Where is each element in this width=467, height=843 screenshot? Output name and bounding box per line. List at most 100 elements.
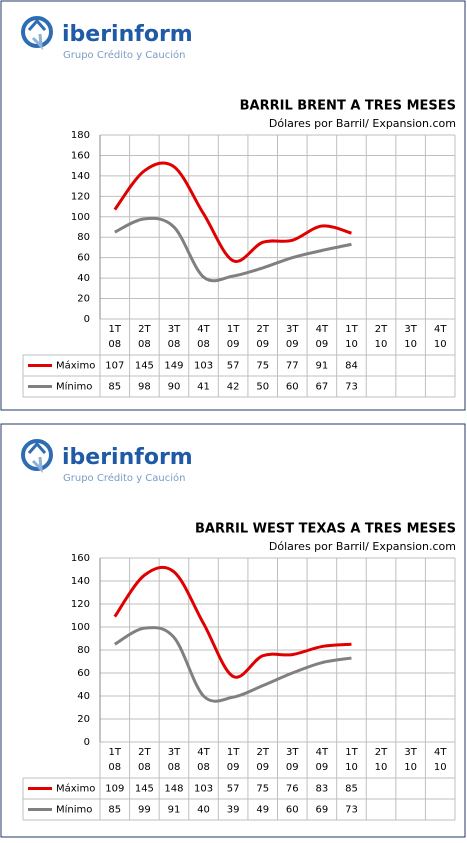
y-tick-label: 140 [71, 576, 90, 587]
table-cell: 50 [256, 382, 269, 393]
table-cell: 73 [345, 382, 358, 393]
table-cell: 69 [316, 805, 329, 816]
table-cell: 109 [105, 784, 124, 795]
table-cell: 103 [194, 361, 213, 372]
x-tick-label: 4T 09 [316, 324, 329, 350]
table-cell: 77 [286, 361, 299, 372]
x-tick-label: 2T 09 [256, 324, 269, 350]
y-tick-label: 160 [71, 150, 90, 161]
panel-border [0, 0, 466, 411]
logo-brand: iberinform [62, 445, 193, 470]
table-cell: 91 [316, 361, 329, 372]
table-cell: 76 [286, 784, 299, 795]
table-cell: 67 [316, 382, 329, 393]
table-cell: 85 [345, 784, 358, 795]
series-line [114, 626, 352, 703]
table-cell: 90 [168, 382, 181, 393]
table-cell: 49 [256, 805, 269, 816]
chart-subtitle: Dólares por Barril/ Expansion.com [269, 117, 456, 130]
chart-subtitle: Dólares por Barril/ Expansion.com [269, 540, 456, 553]
x-tick-label: 3T 08 [168, 747, 181, 773]
table-cell: 85 [108, 805, 121, 816]
x-tick-label: 2T 09 [256, 747, 269, 773]
table-cell: 39 [227, 805, 240, 816]
y-tick-label: 180 [71, 130, 90, 141]
table-cell: 75 [256, 361, 269, 372]
logo-tagline: Grupo Crédito y Caución [63, 49, 186, 61]
y-tick-label: 0 [84, 737, 90, 748]
table-cell: 99 [138, 805, 151, 816]
y-tick-label: 80 [77, 645, 90, 656]
legend-label: Máximo [56, 360, 95, 372]
x-tick-label: 3T 10 [404, 324, 417, 350]
x-tick-label: 1T 09 [227, 324, 240, 350]
series-line [113, 565, 352, 679]
x-tick-label: 4T 08 [197, 747, 210, 773]
logo: iberinform Grupo Crédito y Caución [21, 439, 193, 484]
y-tick-label: 0 [84, 314, 90, 325]
logo-arrow [27, 441, 47, 454]
table-cell: 75 [256, 784, 269, 795]
logo-arrow [31, 33, 43, 50]
table-cell: 57 [227, 784, 240, 795]
table-cell: 98 [138, 382, 151, 393]
table-cell: 41 [197, 382, 210, 393]
x-tick-label: 3T 09 [286, 747, 299, 773]
table-cell: 145 [135, 361, 154, 372]
x-tick-label: 3T 09 [286, 324, 299, 350]
table-cell: 149 [164, 361, 183, 372]
x-tick-label: 2T 08 [138, 324, 151, 350]
y-tick-label: 40 [77, 691, 90, 702]
x-tick-label: 1T 08 [108, 747, 121, 773]
y-tick-label: 120 [71, 599, 90, 610]
table-cell: 40 [197, 805, 210, 816]
chart-title: BARRIL WEST TEXAS A TRES MESES [195, 522, 456, 537]
table-cell: 148 [164, 784, 183, 795]
y-tick-label: 60 [77, 253, 90, 264]
legend-label: Máximo [56, 783, 95, 795]
logo-tagline: Grupo Crédito y Caución [63, 472, 186, 484]
logo-icon [21, 16, 53, 48]
table-cell: 42 [227, 382, 240, 393]
x-tick-label: 1T 10 [345, 324, 358, 350]
logo-brand: iberinform [62, 22, 193, 47]
logo: iberinform Grupo Crédito y Caución [21, 16, 193, 61]
y-tick-label: 60 [77, 668, 90, 679]
legend-label: Mínimo [56, 804, 92, 816]
y-tick-label: 160 [71, 553, 90, 564]
legend-label: Mínimo [56, 381, 92, 393]
series-line [114, 216, 352, 283]
table-cell: 57 [227, 361, 240, 372]
y-tick-label: 100 [71, 212, 90, 223]
y-tick-label: 20 [77, 294, 90, 305]
x-tick-label: 3T 08 [168, 324, 181, 350]
x-tick-label: 2T 10 [375, 324, 388, 350]
logo-arrow [27, 18, 47, 31]
x-tick-label: 1T 09 [227, 747, 240, 773]
x-tick-label: 1T 10 [345, 747, 358, 773]
table-cell: 145 [135, 784, 154, 795]
x-tick-label: 2T 10 [375, 747, 388, 773]
table-cell: 91 [168, 805, 181, 816]
x-tick-label: 4T 09 [316, 747, 329, 773]
table-cell: 85 [108, 382, 121, 393]
x-tick-label: 4T 08 [197, 324, 210, 350]
x-tick-label: 4T 10 [434, 747, 447, 773]
x-tick-label: 1T 08 [108, 324, 121, 350]
table-cell: 60 [286, 805, 299, 816]
table-cell: 73 [345, 805, 358, 816]
y-tick-label: 20 [77, 714, 90, 725]
x-tick-label: 2T 08 [138, 747, 151, 773]
table-cell: 84 [345, 361, 358, 372]
chart-title: BARRIL BRENT A TRES MESES [240, 99, 456, 114]
table-cell: 83 [316, 784, 329, 795]
y-tick-label: 140 [71, 171, 90, 182]
y-tick-label: 80 [77, 232, 90, 243]
x-tick-label: 4T 10 [434, 324, 447, 350]
table-cell: 103 [194, 784, 213, 795]
y-tick-label: 100 [71, 622, 90, 633]
series-line [113, 161, 352, 263]
table-cell: 107 [105, 361, 124, 372]
x-tick-label: 3T 10 [404, 747, 417, 773]
